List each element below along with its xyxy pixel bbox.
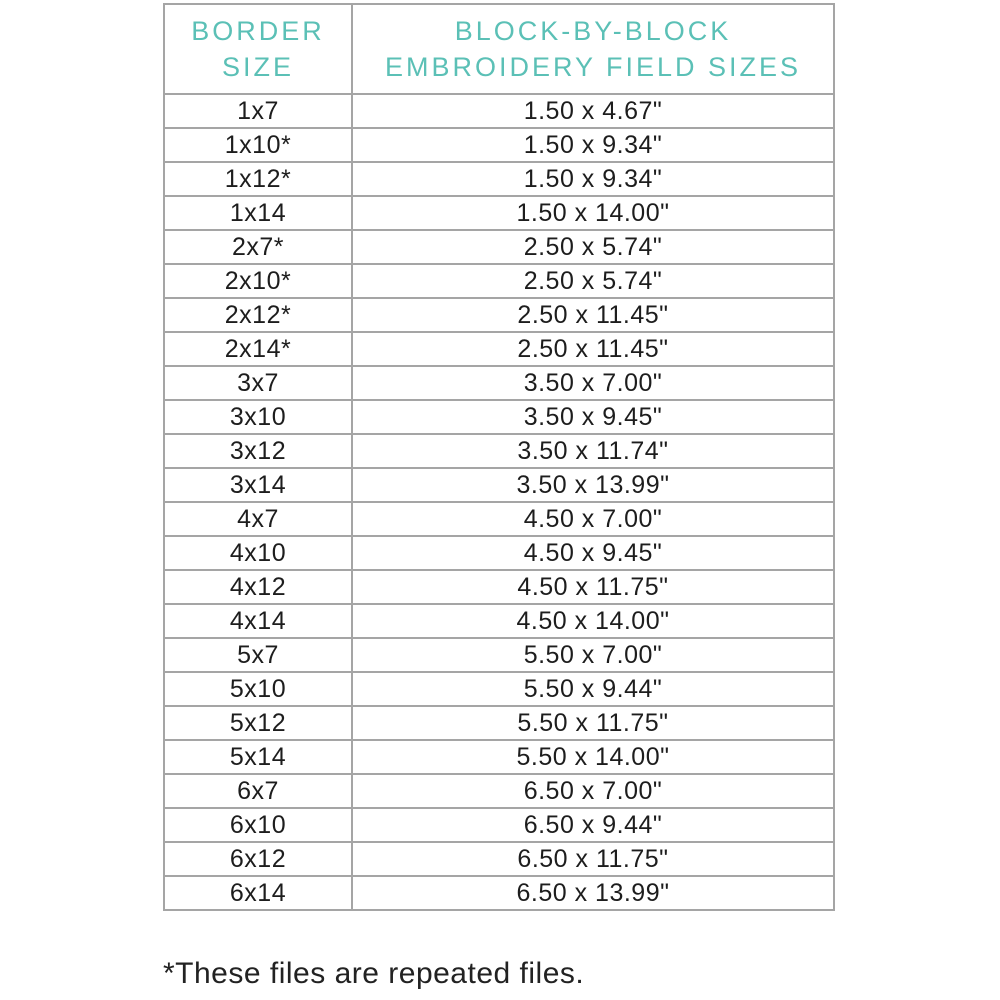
table-row: 6x10 6.50 x 9.44" bbox=[163, 807, 835, 843]
field-size-cell: 4.50 x 11.75" bbox=[351, 569, 835, 605]
border-size-cell: 3x10 bbox=[163, 399, 353, 435]
col-header-border-size-line1: BORDER bbox=[191, 16, 325, 46]
table-row: 6x12 6.50 x 11.75" bbox=[163, 841, 835, 877]
table-row: 2x7* 2.50 x 5.74" bbox=[163, 229, 835, 265]
border-size-cell: 4x14 bbox=[163, 603, 353, 639]
table-row: 6x14 6.50 x 13.99" bbox=[163, 875, 835, 911]
table-row: 6x7 6.50 x 7.00" bbox=[163, 773, 835, 809]
table-row: 1x14 1.50 x 14.00" bbox=[163, 195, 835, 231]
table-row: 2x14* 2.50 x 11.45" bbox=[163, 331, 835, 367]
header-row: BORDER SIZE BLOCK-BY-BLOCK EMBROIDERY FI… bbox=[163, 3, 835, 95]
field-size-cell: 2.50 x 11.45" bbox=[351, 297, 835, 333]
table-body: 1x7 1.50 x 4.67" 1x10* 1.50 x 9.34" 1x12* 1.5… bbox=[163, 93, 835, 911]
border-size-cell: 5x7 bbox=[163, 637, 353, 673]
table-row: 2x10* 2.50 x 5.74" bbox=[163, 263, 835, 299]
border-size-cell: 5x12 bbox=[163, 705, 353, 741]
border-size-cell: 2x12* bbox=[163, 297, 353, 333]
table-row: 3x10 3.50 x 9.45" bbox=[163, 399, 835, 435]
field-size-cell: 2.50 x 5.74" bbox=[351, 263, 835, 299]
table-row: 4x14 4.50 x 14.00" bbox=[163, 603, 835, 639]
field-size-cell: 1.50 x 4.67" bbox=[351, 93, 835, 129]
table-row: 3x7 3.50 x 7.00" bbox=[163, 365, 835, 401]
col-header-field-sizes: BLOCK-BY-BLOCK EMBROIDERY FIELD SIZES bbox=[351, 3, 835, 95]
field-size-cell: 4.50 x 7.00" bbox=[351, 501, 835, 537]
border-size-cell: 1x7 bbox=[163, 93, 353, 129]
border-size-cell: 1x12* bbox=[163, 161, 353, 197]
border-size-cell: 5x10 bbox=[163, 671, 353, 707]
field-size-cell: 3.50 x 9.45" bbox=[351, 399, 835, 435]
field-size-cell: 3.50 x 11.74" bbox=[351, 433, 835, 469]
embroidery-size-table: BORDER SIZE BLOCK-BY-BLOCK EMBROIDERY FI… bbox=[163, 3, 835, 911]
field-size-cell: 4.50 x 14.00" bbox=[351, 603, 835, 639]
field-size-cell: 2.50 x 11.45" bbox=[351, 331, 835, 367]
field-size-cell: 5.50 x 7.00" bbox=[351, 637, 835, 673]
border-size-cell: 6x14 bbox=[163, 875, 353, 911]
border-size-cell: 4x10 bbox=[163, 535, 353, 571]
col-header-field-sizes-line2: EMBROIDERY FIELD SIZES bbox=[384, 52, 802, 82]
field-size-cell: 5.50 x 9.44" bbox=[351, 671, 835, 707]
table-row: 5x10 5.50 x 9.44" bbox=[163, 671, 835, 707]
field-size-cell: 4.50 x 9.45" bbox=[351, 535, 835, 571]
border-size-cell: 3x12 bbox=[163, 433, 353, 469]
field-size-cell: 6.50 x 13.99" bbox=[351, 875, 835, 911]
table-row: 1x7 1.50 x 4.67" bbox=[163, 93, 835, 129]
table-row: 3x14 3.50 x 13.99" bbox=[163, 467, 835, 503]
table-row: 4x12 4.50 x 11.75" bbox=[163, 569, 835, 605]
table-row: 5x7 5.50 x 7.00" bbox=[163, 637, 835, 673]
border-size-cell: 4x12 bbox=[163, 569, 353, 605]
table-row: 3x12 3.50 x 11.74" bbox=[163, 433, 835, 469]
table-row: 4x7 4.50 x 7.00" bbox=[163, 501, 835, 537]
border-size-cell: 2x10* bbox=[163, 263, 353, 299]
col-header-field-sizes-line1: BLOCK-BY-BLOCK bbox=[454, 16, 732, 46]
border-size-cell: 6x12 bbox=[163, 841, 353, 877]
border-size-cell: 3x7 bbox=[163, 365, 353, 401]
field-size-cell: 6.50 x 7.00" bbox=[351, 773, 835, 809]
border-size-cell: 6x7 bbox=[163, 773, 353, 809]
field-size-cell: 1.50 x 9.34" bbox=[351, 127, 835, 163]
border-size-cell: 1x10* bbox=[163, 127, 353, 163]
border-size-cell: 6x10 bbox=[163, 807, 353, 843]
border-size-cell: 1x14 bbox=[163, 195, 353, 231]
field-size-cell: 1.50 x 9.34" bbox=[351, 161, 835, 197]
col-header-border-size-line2: SIZE bbox=[221, 52, 294, 82]
table-row: 1x12* 1.50 x 9.34" bbox=[163, 161, 835, 197]
table-row: 5x14 5.50 x 14.00" bbox=[163, 739, 835, 775]
footnote: *These files are repeated files. bbox=[163, 957, 585, 990]
border-size-cell: 3x14 bbox=[163, 467, 353, 503]
field-size-cell: 6.50 x 9.44" bbox=[351, 807, 835, 843]
border-size-cell: 5x14 bbox=[163, 739, 353, 775]
table-row: 2x12* 2.50 x 11.45" bbox=[163, 297, 835, 333]
border-size-cell: 2x7* bbox=[163, 229, 353, 265]
table-row: 1x10* 1.50 x 9.34" bbox=[163, 127, 835, 163]
table-row: 4x10 4.50 x 9.45" bbox=[163, 535, 835, 571]
col-header-border-size: BORDER SIZE bbox=[163, 3, 353, 95]
field-size-cell: 3.50 x 7.00" bbox=[351, 365, 835, 401]
field-size-cell: 1.50 x 14.00" bbox=[351, 195, 835, 231]
field-size-cell: 6.50 x 11.75" bbox=[351, 841, 835, 877]
field-size-cell: 5.50 x 14.00" bbox=[351, 739, 835, 775]
field-size-cell: 3.50 x 13.99" bbox=[351, 467, 835, 503]
border-size-cell: 4x7 bbox=[163, 501, 353, 537]
field-size-cell: 2.50 x 5.74" bbox=[351, 229, 835, 265]
border-size-cell: 2x14* bbox=[163, 331, 353, 367]
field-size-cell: 5.50 x 11.75" bbox=[351, 705, 835, 741]
table-row: 5x12 5.50 x 11.75" bbox=[163, 705, 835, 741]
